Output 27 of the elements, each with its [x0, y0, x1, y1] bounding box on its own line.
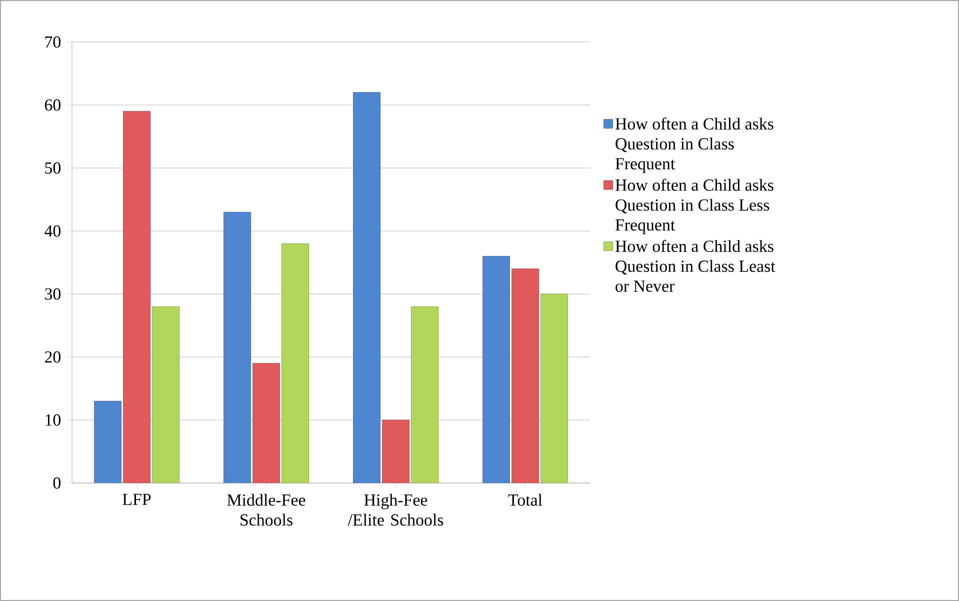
- legend-label: How often a Child asks Question in Class Less Frequent: [615, 178, 774, 234]
- y-tick-label: 10: [46, 414, 61, 426]
- y-tick-label: 70: [45, 36, 61, 48]
- bar: [382, 420, 410, 483]
- y-tick-label: 50: [45, 162, 61, 174]
- bar: [94, 400, 122, 483]
- bar: [224, 212, 251, 483]
- legend-label: How often a Child asks Question in Class Frequent: [615, 118, 774, 173]
- y-tick-label: 20: [44, 351, 61, 363]
- x-tick-label: High-Fee /Elite Schools: [348, 494, 444, 526]
- bar: [282, 243, 309, 483]
- x-tick-label: Middle-Fee Schools: [227, 494, 306, 526]
- bar: [252, 363, 280, 483]
- bar: [411, 306, 438, 483]
- y-tick-label: 60: [44, 99, 61, 111]
- bar: [353, 92, 380, 483]
- y-tick-label: 30: [45, 288, 61, 300]
- y-tick-label: 0: [53, 477, 61, 489]
- x-tick-label: Total: [508, 494, 542, 506]
- x-tick-label: LFP: [122, 494, 151, 505]
- bar: [512, 268, 539, 483]
- legend-label: How often a Child asks Question in Class Least or Never: [615, 240, 776, 292]
- bar: [152, 306, 180, 483]
- bar: [540, 294, 568, 483]
- y-tick-label: 40: [44, 225, 61, 237]
- bar: [482, 256, 510, 483]
- bar: [123, 111, 150, 483]
